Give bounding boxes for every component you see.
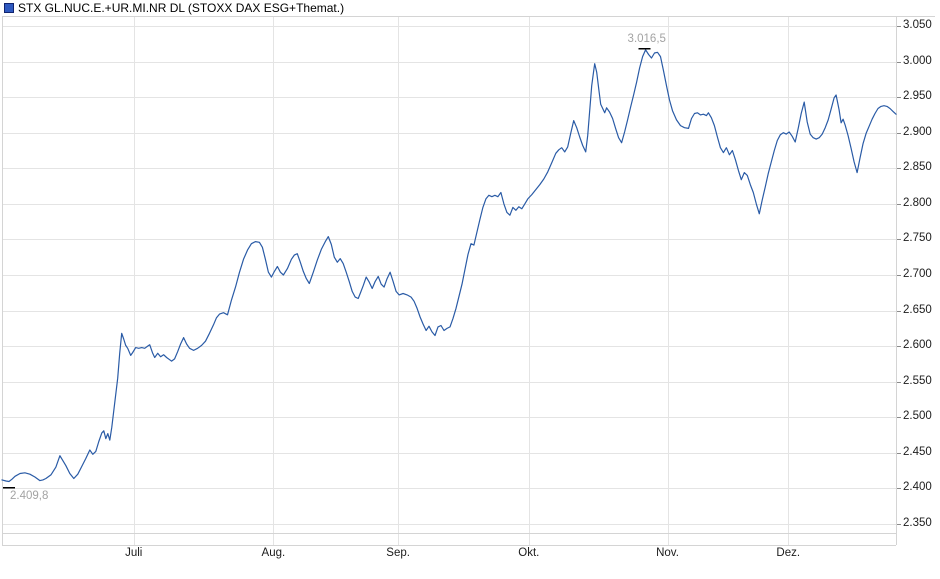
x-axis-month-label: Sep. (386, 547, 410, 559)
series-legend-marker-icon (4, 3, 14, 13)
x-axis-month-label: Nov. (656, 547, 679, 559)
min-value-label: 2.409,8 (9, 490, 49, 503)
price-line (1, 49, 897, 483)
y-axis-label: 2.750 (903, 232, 932, 245)
y-axis-label: 2.950 (903, 90, 932, 103)
y-axis-label: 2.650 (903, 303, 932, 316)
y-axis-label: 2.700 (903, 268, 932, 280)
x-axis-month-label: Okt. (518, 547, 540, 559)
x-axis-month-label: Juli (125, 547, 143, 559)
chart-title: STX GL.NUC.E.+UR.MI.NR DL (STOXX DAX ESG… (18, 1, 345, 15)
y-axis-label: 2.600 (903, 339, 932, 352)
y-axis-label: 2.850 (903, 161, 932, 174)
x-axis-month-label: Dez. (776, 547, 801, 559)
y-axis-label: 2.900 (903, 125, 932, 138)
y-axis-label: 2.350 (903, 517, 932, 529)
y-axis-label: 2.500 (903, 410, 932, 423)
y-axis-label: 2.450 (903, 445, 932, 458)
max-value-label: 3.016,5 (627, 32, 666, 45)
y-axis-label: 2.550 (903, 374, 932, 387)
y-axis-label: 2.400 (903, 481, 932, 494)
chart-header: STX GL.NUC.E.+UR.MI.NR DL (STOXX DAX ESG… (0, 0, 940, 16)
y-axis-label: 3.050 (903, 19, 932, 31)
y-axis-label: 2.800 (903, 196, 932, 209)
y-axis-label: 3.000 (903, 54, 932, 67)
price-chart-plot-area[interactable] (2, 16, 896, 533)
x-axis-month-label: Aug. (261, 547, 286, 559)
